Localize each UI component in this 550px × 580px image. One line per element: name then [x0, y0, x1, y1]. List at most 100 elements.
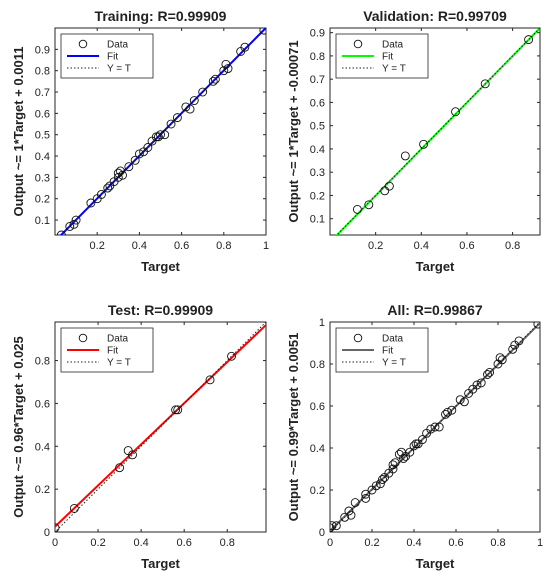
data-point — [419, 139, 429, 149]
x-tick-label: 0.4 — [414, 240, 429, 252]
y-tick-label: 0 — [44, 527, 50, 539]
data-point — [344, 506, 354, 516]
y-tick-label: 0 — [319, 527, 325, 539]
data-point — [86, 198, 96, 208]
x-tick-label: 0.6 — [459, 240, 474, 252]
data-point — [485, 367, 495, 377]
data-point — [103, 183, 113, 193]
data-point — [390, 458, 400, 468]
x-tick-label: 0 — [327, 537, 333, 549]
data-point — [172, 113, 182, 123]
y-tick-label: 0.4 — [35, 151, 50, 163]
data-point — [56, 230, 66, 235]
data-point — [411, 439, 421, 449]
y-tick-label: 0.6 — [310, 97, 325, 109]
x-tick-label: 0.6 — [174, 240, 189, 252]
data-point — [340, 512, 350, 522]
legend-label-fit: Fit — [107, 52, 118, 63]
data-point — [533, 322, 540, 329]
x-tick-label: 0.8 — [505, 240, 520, 252]
x-tick-label: 0.2 — [364, 537, 379, 549]
subplot-2: Validation: R=0.99709 Target Output ~= 1*T… — [286, 8, 541, 274]
subplot-1: Training: R=0.99909 Target Output ~= 1*Tar… — [11, 8, 269, 274]
x-tick-label: 1 — [537, 537, 543, 549]
y-tick-label: 0.2 — [310, 190, 325, 202]
data-point — [113, 172, 123, 182]
data-point — [331, 521, 341, 531]
data-point — [388, 460, 398, 470]
data-point — [198, 87, 208, 97]
y-tick-label: 0.6 — [310, 401, 325, 413]
chart-title: Test: R=0.99909 — [108, 302, 213, 318]
data-point — [380, 186, 390, 196]
legend-label-data: Data — [382, 40, 404, 51]
data-point — [476, 378, 486, 388]
y-tick-label: 0.2 — [35, 194, 50, 206]
x-axis-label: Target — [416, 556, 455, 571]
data-point — [128, 450, 137, 460]
data-point — [399, 454, 408, 463]
y-tick-label: 0.5 — [310, 121, 325, 133]
data-point — [143, 143, 153, 152]
legend-data-marker — [353, 39, 363, 49]
data-point — [189, 96, 199, 106]
data-point — [130, 155, 140, 165]
data-point — [495, 353, 505, 363]
data-point — [508, 344, 518, 354]
y-tick-label: 0.8 — [35, 66, 50, 78]
data-point — [219, 66, 229, 76]
data-point — [69, 503, 79, 513]
data-point — [375, 479, 385, 489]
fit-line — [55, 324, 266, 528]
data-point — [483, 370, 492, 379]
x-tick-label: 0.4 — [406, 537, 421, 549]
x-axis-label: Target — [141, 556, 180, 571]
x-tick-label: 0.2 — [90, 537, 105, 549]
data-point — [371, 481, 381, 491]
x-tick-label: 1 — [263, 240, 269, 252]
data-point — [459, 397, 469, 407]
legend-label-data: Data — [107, 334, 129, 345]
data-point — [160, 130, 170, 140]
legend-data-marker — [78, 39, 88, 49]
x-tick-label: 0.8 — [490, 537, 505, 549]
data-point — [153, 132, 163, 142]
chart-title: Validation: R=0.99709 — [363, 8, 507, 24]
data-point — [185, 104, 195, 114]
legend-data-marker — [78, 333, 88, 343]
data-point — [472, 380, 482, 390]
data-point — [346, 510, 356, 520]
legend-label-fit: Fit — [107, 346, 118, 357]
data-point — [173, 405, 183, 415]
x-tick-label: 0.6 — [448, 537, 463, 549]
x-axis-label: Target — [416, 259, 455, 274]
data-point — [118, 170, 127, 180]
subplot-4: All: R=0.99867 Target Output ~= 0.99*Targe… — [286, 302, 543, 571]
x-tick-label: 0.4 — [133, 537, 148, 549]
data-point — [378, 475, 387, 484]
legend-label-identity: Y = T — [382, 64, 406, 75]
data-point — [71, 215, 81, 225]
data-point — [156, 130, 165, 140]
data-point — [113, 168, 123, 178]
data-point — [426, 424, 436, 434]
y-tick-label: 0.3 — [35, 172, 50, 184]
data-point — [441, 409, 450, 419]
y-tick-label: 0.7 — [35, 87, 50, 99]
data-point — [208, 76, 218, 86]
data-point — [259, 28, 266, 35]
data-point — [455, 395, 465, 405]
y-axis-label: Output ~= 1*Target + -0.00071 — [286, 40, 301, 222]
y-tick-label: 0.8 — [310, 51, 325, 63]
data-point — [409, 441, 419, 451]
data-point — [221, 59, 231, 69]
chart-title: All: R=0.99867 — [387, 302, 483, 318]
data-point — [352, 204, 362, 214]
y-tick-label: 0.4 — [310, 443, 325, 455]
y-tick-label: 0.8 — [310, 359, 325, 371]
data-point — [361, 489, 371, 499]
x-tick-label: 0.8 — [216, 240, 231, 252]
legend-label-identity: Y = T — [107, 64, 131, 75]
y-tick-label: 0.3 — [310, 167, 325, 179]
x-tick-label: 0.8 — [220, 537, 235, 549]
